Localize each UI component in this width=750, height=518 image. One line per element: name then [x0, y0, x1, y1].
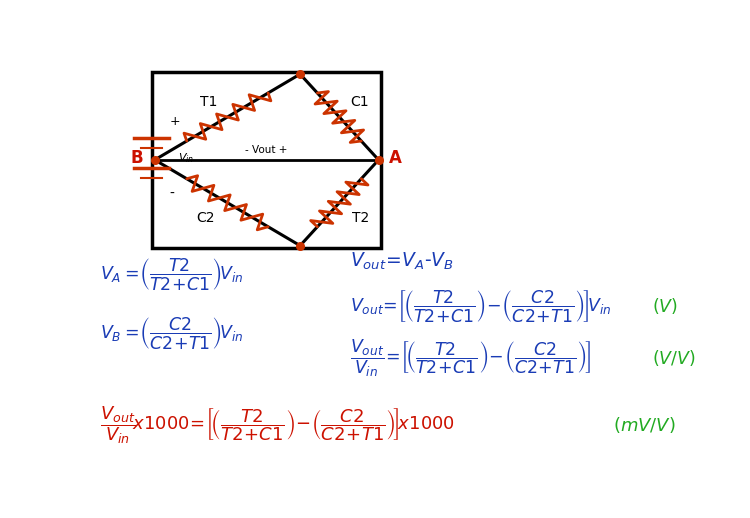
Text: A: A [389, 149, 402, 167]
Text: B: B [130, 149, 143, 167]
Text: +: + [170, 116, 180, 128]
Text: $V_A=\!\left(\dfrac{T2}{T2\!+\!C1}\right)\!V_{in}$: $V_A=\!\left(\dfrac{T2}{T2\!+\!C1}\right… [100, 255, 243, 292]
Text: - Vout +: - Vout + [245, 145, 288, 155]
Text: $(mV/V)$: $(mV/V)$ [613, 415, 676, 435]
Text: C1: C1 [350, 95, 368, 109]
Text: T2: T2 [352, 211, 369, 225]
Text: $V_{out}\!=\!V_A\text{-}V_B$: $V_{out}\!=\!V_A\text{-}V_B$ [350, 251, 454, 272]
Text: $V_{out}\!=\!\left[\!\left(\dfrac{T2}{T2\!+\!C1}\right)\!-\!\left(\dfrac{C2}{C2\: $V_{out}\!=\!\left[\!\left(\dfrac{T2}{T2… [350, 288, 611, 324]
Text: $(V/V)$: $(V/V)$ [652, 348, 695, 368]
Bar [152, 72, 382, 248]
Text: C2: C2 [196, 211, 214, 225]
Text: $\dfrac{V_{out}}{V_{in}}\!x1000\!=\!\left[\!\left(\dfrac{T2}{T2\!+\!C1}\right)\!: $\dfrac{V_{out}}{V_{in}}\!x1000\!=\!\lef… [100, 405, 454, 446]
Text: $\dfrac{V_{out}}{V_{in}}\!=\!\left[\!\left(\dfrac{T2}{T2\!+\!C1}\right)\!-\!\lef: $\dfrac{V_{out}}{V_{in}}\!=\!\left[\!\le… [350, 337, 590, 379]
Text: $V_B=\!\left(\dfrac{C2}{C2\!+\!T1}\right)\!V_{in}$: $V_B=\!\left(\dfrac{C2}{C2\!+\!T1}\right… [100, 315, 243, 351]
Text: -: - [170, 187, 174, 201]
Text: $V_{in}$: $V_{in}$ [178, 151, 194, 165]
Text: T1: T1 [200, 95, 217, 109]
Text: $(V)$: $(V)$ [652, 296, 678, 316]
